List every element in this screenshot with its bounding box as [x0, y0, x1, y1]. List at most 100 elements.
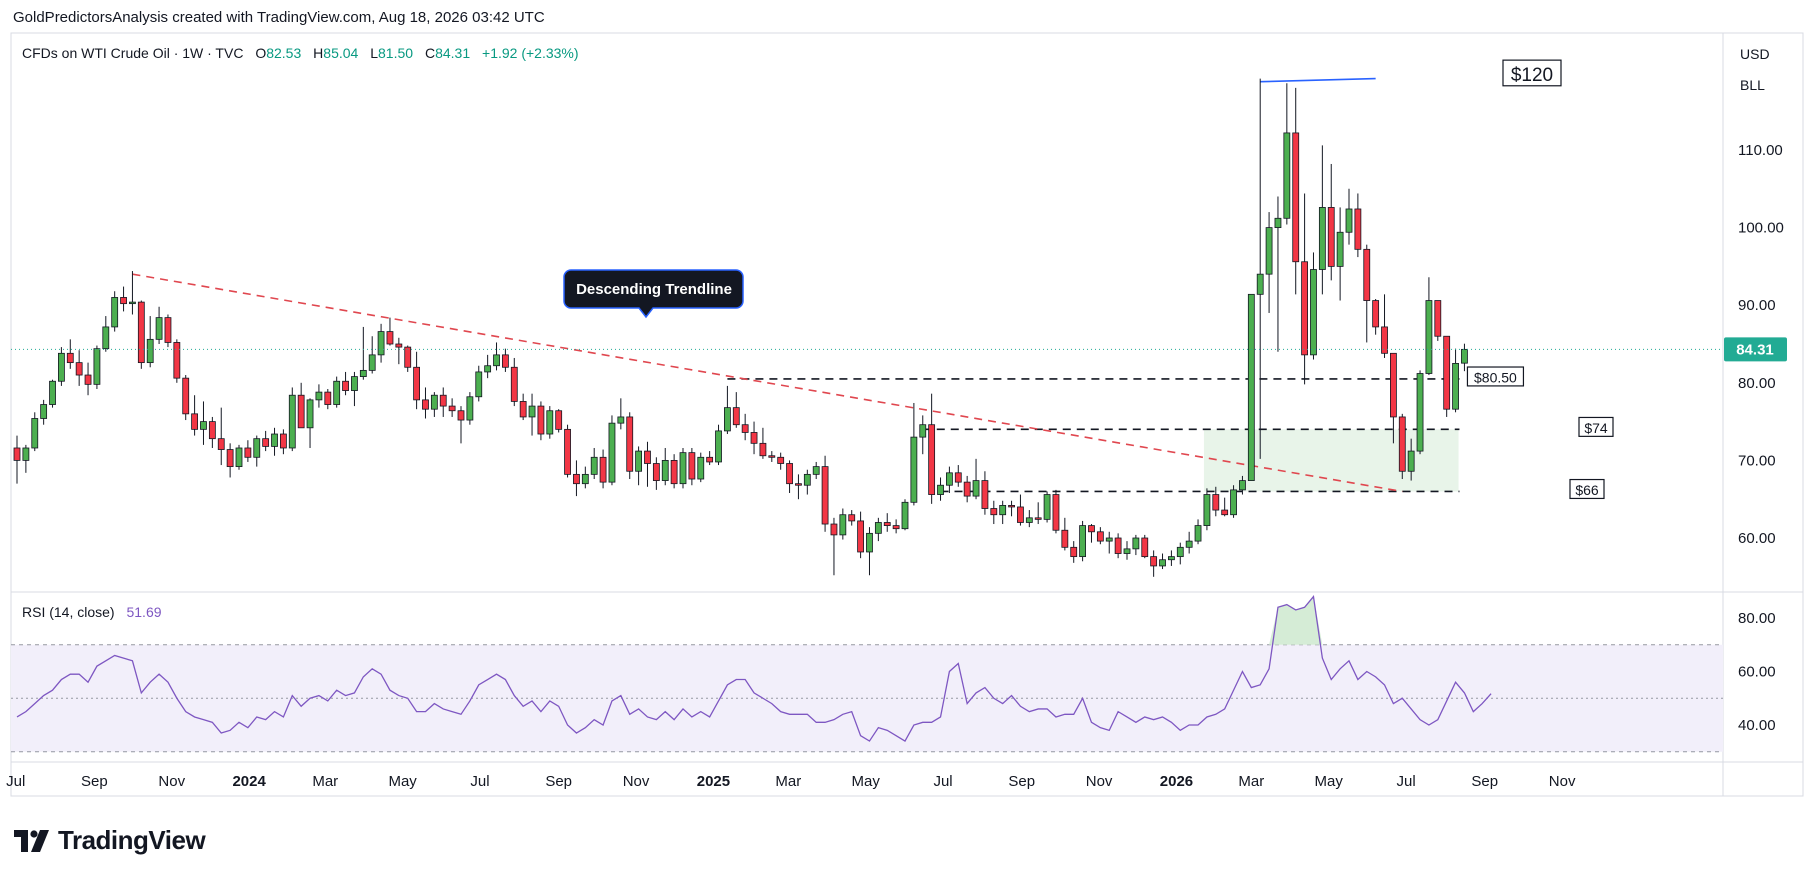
- candle: [333, 376, 341, 408]
- currency-label[interactable]: USD: [1740, 46, 1770, 62]
- candle: [22, 444, 30, 473]
- candle: [741, 413, 749, 441]
- time-tick-label: May: [1315, 773, 1344, 790]
- candle-body: [946, 472, 953, 486]
- time-tick-label: Nov: [1549, 773, 1576, 790]
- candle: [564, 424, 571, 478]
- candle-body: [146, 338, 154, 364]
- candle: [1052, 489, 1060, 534]
- candle-body: [688, 452, 696, 480]
- label-74: $74: [1584, 420, 1608, 436]
- candle-body: [1230, 489, 1237, 516]
- candle: [1265, 212, 1273, 313]
- rsi-legend[interactable]: RSI (14, close) 51.69: [22, 604, 162, 620]
- candle-body: [1141, 537, 1149, 558]
- candle: [573, 460, 580, 497]
- candle-body: [279, 433, 287, 449]
- candle: [271, 427, 278, 456]
- candle: [954, 465, 962, 487]
- time-tick-label: Mar: [312, 773, 338, 790]
- candle: [1141, 534, 1149, 559]
- label-74-box: [1578, 416, 1614, 437]
- candle: [377, 323, 385, 363]
- label-120-box: [1502, 59, 1562, 87]
- candle: [883, 513, 891, 532]
- support-zone: [1203, 429, 1459, 492]
- candle-body: [288, 394, 296, 449]
- unit-label[interactable]: BLL: [1740, 77, 1765, 93]
- candle-body: [1354, 208, 1362, 250]
- candle: [910, 402, 918, 506]
- time-tick-label: Sep: [1008, 773, 1035, 790]
- candle: [688, 447, 696, 486]
- candle: [1292, 87, 1300, 295]
- candle-body: [208, 421, 216, 440]
- rsi-tick-label: 60.00: [1738, 664, 1776, 681]
- candle-body: [1416, 373, 1424, 452]
- candle-body: [1301, 261, 1308, 356]
- candle-body: [235, 447, 243, 468]
- candle: [262, 430, 270, 452]
- candle-body: [137, 301, 145, 364]
- candle-body: [1185, 540, 1193, 548]
- rsi-line: [16, 595, 1492, 742]
- candle: [1416, 370, 1424, 455]
- candle: [750, 421, 758, 455]
- candle: [1025, 510, 1033, 528]
- time-axis-layer: Jul Sep Nov 2024 Mar May Jul Sep Nov 2025 Mar May Ju…: [6, 773, 1576, 790]
- candle: [395, 337, 403, 365]
- candle: [1017, 494, 1024, 526]
- candle: [448, 398, 456, 417]
- candle-body: [448, 405, 456, 412]
- candle: [937, 477, 944, 501]
- change-value: +1.92 (+2.33%): [482, 45, 579, 61]
- tradingview-brand[interactable]: TradingView: [14, 825, 206, 856]
- symbol-legend[interactable]: CFDs on WTI Crude Oil · 1W · TVC O82.53 …: [22, 45, 579, 61]
- last-price-layer: 84.31: [11, 337, 1787, 362]
- label-8050: $80.50: [1474, 369, 1517, 385]
- candle: [1114, 533, 1122, 559]
- candle-body: [1239, 480, 1246, 491]
- candle-body: [395, 343, 403, 348]
- candle-body: [1407, 450, 1415, 472]
- candle-body: [22, 447, 30, 461]
- candle-body: [519, 401, 527, 418]
- price-tick-label: 70.00: [1738, 452, 1776, 469]
- candle-body: [40, 404, 48, 419]
- candle-body: [501, 354, 509, 368]
- candle-body: [901, 501, 909, 530]
- callout-box: [563, 269, 744, 319]
- candle: [1318, 145, 1326, 295]
- candle: [1034, 502, 1042, 525]
- candle: [404, 345, 412, 372]
- candle-body: [617, 416, 625, 424]
- candle-body: [1132, 537, 1140, 550]
- candle-body: [306, 399, 314, 429]
- candle: [244, 440, 252, 462]
- candle-body: [324, 391, 332, 405]
- candle: [848, 510, 856, 526]
- time-tick-label: Jul: [1396, 773, 1415, 790]
- candle-body: [697, 456, 705, 480]
- symbol-name: CFDs on WTI Crude Oil · 1W · TVC: [22, 45, 243, 61]
- candle: [990, 500, 998, 525]
- candle: [342, 371, 349, 396]
- candle-body: [1105, 537, 1113, 542]
- label-8050-box: [1466, 366, 1525, 387]
- time-tick-label: Sep: [1471, 773, 1498, 790]
- candle: [1061, 517, 1069, 551]
- candle-body: [315, 391, 323, 401]
- candle: [173, 339, 181, 383]
- candle: [1310, 252, 1317, 360]
- rsi-label: RSI (14, close): [22, 604, 115, 620]
- candle-body: [528, 405, 536, 418]
- candle-body: [599, 456, 607, 483]
- candle: [946, 466, 953, 493]
- candle: [715, 424, 722, 466]
- candle-body: [1425, 300, 1433, 374]
- candle: [510, 357, 518, 407]
- candles-layer: [13, 78, 1468, 577]
- candle: [182, 375, 190, 421]
- candle-body: [1363, 248, 1371, 301]
